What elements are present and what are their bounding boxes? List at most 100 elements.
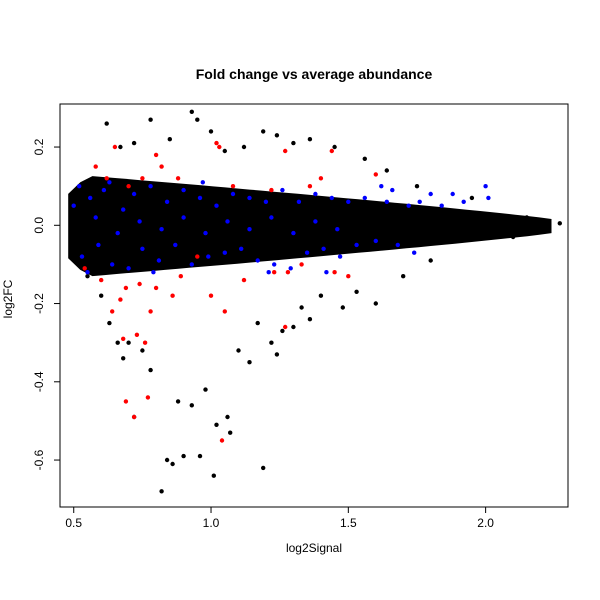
data-point — [131, 191, 137, 197]
data-point — [126, 266, 131, 271]
data-point — [241, 277, 247, 283]
data-point — [329, 195, 334, 201]
data-point — [107, 180, 112, 185]
x-axis-ticks: 0.5 1.0 1.5 2.0 — [65, 507, 494, 530]
data-point — [225, 414, 230, 420]
data-point — [483, 184, 488, 189]
data-point — [181, 453, 186, 459]
data-point — [121, 207, 126, 212]
data-point — [401, 274, 406, 279]
data-point — [170, 461, 175, 467]
data-point — [140, 246, 145, 251]
data-point — [104, 121, 109, 126]
data-point — [247, 195, 252, 201]
data-point — [181, 215, 186, 220]
data-point — [110, 309, 115, 314]
data-point — [123, 399, 129, 404]
data-point — [195, 117, 200, 122]
data-point — [93, 164, 98, 169]
data-point — [307, 317, 313, 322]
data-point — [175, 176, 181, 181]
x-tick-label: 1.0 — [203, 516, 220, 530]
data-point — [79, 254, 85, 259]
data-point — [335, 227, 340, 232]
data-point — [285, 270, 291, 275]
data-point — [219, 438, 225, 443]
x-tick-label: 1.5 — [340, 516, 357, 530]
data-point — [510, 234, 516, 240]
data-point — [195, 254, 200, 259]
data-point — [93, 215, 98, 220]
data-point — [151, 270, 156, 275]
data-point — [354, 242, 359, 248]
data-point — [373, 301, 378, 306]
data-point — [85, 274, 90, 279]
data-point — [140, 348, 145, 353]
data-point — [373, 172, 378, 177]
data-point — [318, 293, 324, 298]
data-point — [384, 168, 389, 173]
data-point — [170, 293, 175, 298]
data-point — [131, 414, 137, 420]
data-point — [82, 266, 87, 271]
data-point — [167, 137, 172, 142]
data-point — [225, 219, 230, 224]
data-point — [261, 129, 266, 134]
data-point — [318, 176, 324, 181]
data-point — [148, 309, 153, 314]
data-point — [241, 144, 247, 150]
data-point — [206, 254, 211, 259]
data-point — [288, 266, 293, 271]
data-point — [164, 199, 170, 204]
data-point — [189, 109, 194, 115]
data-point — [299, 305, 304, 310]
data-point — [214, 140, 219, 146]
data-point — [439, 203, 444, 208]
data-point — [247, 227, 252, 232]
data-point — [77, 184, 82, 189]
data-point — [269, 340, 274, 345]
y-tick-label: -0.2 — [32, 293, 46, 314]
x-axis-label: log2Signal — [286, 541, 342, 555]
plot-frame — [59, 103, 569, 508]
data-point — [159, 227, 164, 232]
data-point — [153, 152, 159, 158]
x-tick-label: 2.0 — [477, 516, 494, 530]
data-point — [137, 281, 142, 287]
data-point — [450, 191, 455, 197]
data-point — [156, 258, 162, 263]
data-point — [123, 285, 129, 291]
data-point — [239, 246, 244, 251]
dense-point-band — [68, 176, 552, 277]
data-point — [159, 489, 164, 494]
data-point — [107, 320, 112, 326]
data-point — [197, 453, 203, 459]
data-point — [390, 187, 395, 193]
data-points — [71, 109, 562, 494]
data-point — [164, 457, 170, 463]
data-point — [112, 144, 118, 150]
data-point — [313, 191, 318, 197]
data-point — [137, 219, 142, 224]
data-point — [175, 399, 181, 404]
data-point — [236, 348, 241, 353]
data-point — [461, 199, 466, 204]
data-point — [96, 242, 101, 248]
data-point — [140, 176, 145, 181]
data-point — [217, 144, 222, 150]
data-point — [428, 191, 433, 197]
data-point — [283, 324, 288, 330]
data-point — [373, 238, 378, 244]
data-point — [274, 352, 280, 357]
y-axis-ticks: -0.6 -0.4 -0.2 0.0 0.2 — [32, 138, 60, 470]
data-point — [101, 187, 107, 193]
data-point — [110, 262, 115, 267]
data-point — [469, 195, 475, 201]
data-point — [115, 230, 120, 236]
x-tick-label: 0.5 — [65, 516, 82, 530]
data-point — [280, 328, 285, 334]
y-tick-label: 0.2 — [32, 138, 46, 155]
data-point — [85, 270, 90, 275]
data-point — [159, 164, 164, 169]
